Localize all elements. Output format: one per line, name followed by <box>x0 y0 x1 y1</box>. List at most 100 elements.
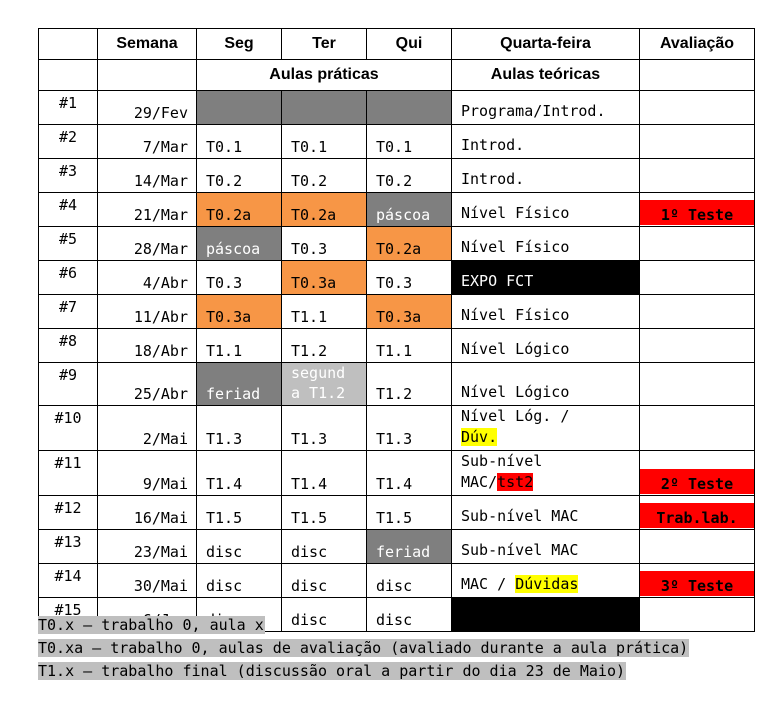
ter-cell: T1.5 <box>281 495 367 530</box>
week-date: 30/Mai <box>97 563 197 598</box>
theory-cell: Introd. <box>451 124 640 159</box>
week-number: #12 <box>38 495 98 530</box>
theory-cell: Nível Lóg. / Dúv. <box>451 405 640 451</box>
test-badge: 1º Teste <box>640 200 754 225</box>
seg-cell <box>196 90 282 125</box>
header-aulas-praticas: Aulas práticas <box>196 59 452 91</box>
test-badge: 2º Teste <box>640 469 754 494</box>
test-badge: 3º Teste <box>640 571 754 596</box>
table-row: #4 21/Mar T0.2a T0.2a páscoa Nível Físic… <box>38 192 755 227</box>
table-row: #12 16/Mai T1.5 T1.5 T1.5 Sub-nível MAC … <box>38 495 755 530</box>
theory-cell: Nível Físico <box>451 226 640 261</box>
ter-cell: T1.4 <box>281 450 367 496</box>
ter-cell: T0.3a <box>281 260 367 295</box>
ter-cell: T1.1 <box>281 294 367 329</box>
seg-cell: T1.3 <box>196 405 282 451</box>
week-date: 25/Abr <box>97 362 197 406</box>
week-number: #11 <box>38 450 98 496</box>
week-date: 11/Abr <box>97 294 197 329</box>
table-row: #8 18/Abr T1.1 T1.2 T1.1 Nível Lógico <box>38 328 755 363</box>
table-row: #7 11/Abr T0.3a T1.1 T0.3a Nível Físico <box>38 294 755 329</box>
ter-cell-line2: a T1.2 <box>291 384 346 402</box>
seg-cell: T1.1 <box>196 328 282 363</box>
seg-cell: T0.3 <box>196 260 282 295</box>
header-qui: Qui <box>366 28 452 60</box>
week-date: 16/Mai <box>97 495 197 530</box>
header-ter: Ter <box>281 28 367 60</box>
week-number: #10 <box>38 405 98 451</box>
week-number: #2 <box>38 124 98 159</box>
theory-cell <box>451 597 640 632</box>
week-date: 29/Fev <box>97 90 197 125</box>
table-row: #10 2/Mai T1.3 T1.3 T1.3 Nível Lóg. / Dúv… <box>38 405 755 451</box>
ter-cell: T0.2a <box>281 192 367 227</box>
table-row: #9 25/Abr feriad segund a T1.2 T1.2 Nível… <box>38 362 755 406</box>
aval-cell: 2º Teste <box>639 450 755 496</box>
table-row: #1 29/Fev Programa/Introd. <box>38 90 755 125</box>
week-date: 21/Mar <box>97 192 197 227</box>
table-row: #13 23/Mai disc disc feriad Sub-nível MA… <box>38 529 755 564</box>
aval-cell <box>639 294 755 329</box>
subheader-row: Aulas práticas Aulas teóricas <box>38 59 755 91</box>
theory-cell: Sub-nível MAC <box>451 495 640 530</box>
week-number: #6 <box>38 260 98 295</box>
doubts-highlight: Dúv. <box>461 428 498 446</box>
table-row: #11 9/Mai T1.4 T1.4 T1.4 Sub-nível MAC/ts… <box>38 450 755 496</box>
seg-cell: T1.5 <box>196 495 282 530</box>
aval-cell <box>639 405 755 451</box>
week-date: 18/Abr <box>97 328 197 363</box>
ter-cell: disc <box>281 529 367 564</box>
qui-cell: T1.3 <box>366 405 452 451</box>
aval-cell <box>639 597 755 632</box>
theory-line1: Nível Lóg. / <box>461 407 570 425</box>
week-date: 14/Mar <box>97 158 197 193</box>
aval-cell <box>639 226 755 261</box>
qui-cell: T0.2a <box>366 226 452 261</box>
ter-cell: T1.2 <box>281 328 367 363</box>
qui-cell <box>366 90 452 125</box>
aval-cell: Trab.lab. <box>639 495 755 530</box>
aval-cell <box>639 158 755 193</box>
week-number: #4 <box>38 192 98 227</box>
seg-cell: disc <box>196 529 282 564</box>
seg-cell: feriad <box>196 362 282 406</box>
legend-line-t0xa: T0.xa – trabalho 0, aulas de avaliação (… <box>38 639 690 657</box>
aval-cell <box>639 362 755 406</box>
seg-cell: T0.3a <box>196 294 282 329</box>
aval-cell <box>639 124 755 159</box>
legend-line-t1x: T1.x – trabalho final (discussão oral a … <box>38 662 626 680</box>
aval-cell <box>639 529 755 564</box>
week-date: 9/Mai <box>97 450 197 496</box>
week-number: #7 <box>38 294 98 329</box>
week-number: #9 <box>38 362 98 406</box>
table-row: #6 4/Abr T0.3 T0.3a T0.3 EXPO FCT <box>38 260 755 295</box>
week-number: #13 <box>38 529 98 564</box>
table-row: #5 28/Mar páscoa T0.3 T0.2a Nível Físico <box>38 226 755 261</box>
aval-cell: 3º Teste <box>639 563 755 598</box>
week-number: #1 <box>38 90 98 125</box>
theory-cell: Programa/Introd. <box>451 90 640 125</box>
ter-cell-line1: segund <box>291 364 346 382</box>
week-date: 2/Mai <box>97 405 197 451</box>
aval-cell <box>639 90 755 125</box>
header-avaliacao: Avaliação <box>639 28 755 60</box>
week-number: #14 <box>38 563 98 598</box>
header-quarta: Quarta-feira <box>451 28 640 60</box>
test-highlight: tst2 <box>497 473 534 491</box>
corner-cell <box>38 28 98 60</box>
theory-text: MAC / <box>461 575 516 593</box>
ter-cell: segund a T1.2 <box>281 362 367 406</box>
qui-cell: T0.2 <box>366 158 452 193</box>
qui-cell: T0.3a <box>366 294 452 329</box>
theory-line2: MAC/ <box>461 473 498 491</box>
seg-cell: T1.4 <box>196 450 282 496</box>
table-row: #2 7/Mar T0.1 T0.1 T0.1 Introd. <box>38 124 755 159</box>
legend-line-t0x: T0.x – trabalho 0, aula x <box>38 616 265 634</box>
ter-cell: T1.3 <box>281 405 367 451</box>
seg-cell: T0.2a <box>196 192 282 227</box>
theory-cell: MAC / Dúvidas <box>451 563 640 598</box>
aval-cell <box>639 260 755 295</box>
qui-cell: T1.1 <box>366 328 452 363</box>
theory-cell: Nível Lógico <box>451 328 640 363</box>
ter-cell: disc <box>281 597 367 632</box>
